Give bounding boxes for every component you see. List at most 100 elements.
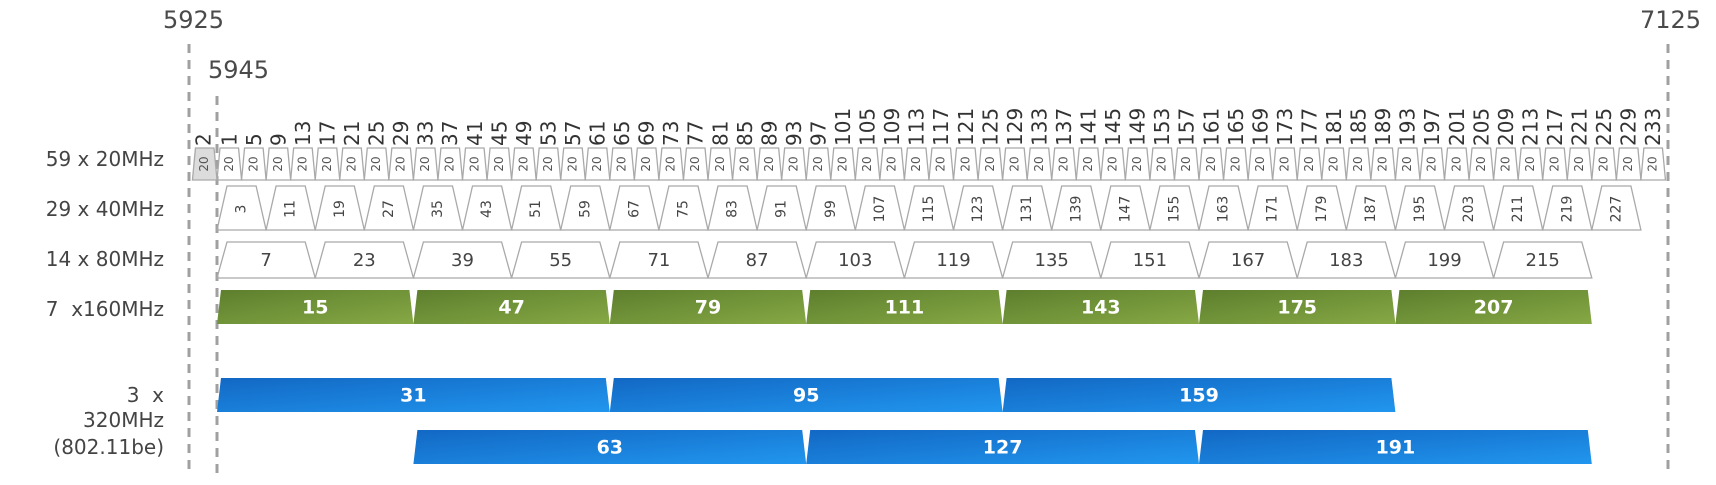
channel-40mhz-35-label: 35 — [430, 200, 446, 218]
channel-40mhz-107-label: 107 — [872, 196, 888, 223]
channel-20mhz-2-number: 2 — [192, 133, 216, 146]
channels-320mhz-row-b: 63 127 191 — [413, 430, 1592, 464]
channel-80mhz-135-label: 135 — [1035, 250, 1069, 271]
channel-320mhz-159-label: 159 — [1179, 385, 1219, 407]
channel-20mhz-193-width-label: 20 — [1400, 156, 1414, 171]
channel-20mhz-217-width-label: 20 — [1547, 156, 1561, 171]
channel-20mhz-121-number: 121 — [954, 108, 978, 146]
channel-20mhz-169-number: 169 — [1248, 108, 1272, 146]
channel-80mhz-7-label: 7 — [260, 250, 271, 271]
channel-40mhz-11-label: 11 — [283, 200, 299, 218]
channel-20mhz-225-number: 225 — [1592, 108, 1616, 146]
channel-160mhz-79-block — [609, 290, 807, 324]
channel-160mhz-143-block — [1002, 290, 1199, 324]
channel-20mhz-45-number: 45 — [487, 121, 511, 146]
channel-20mhz-141-width-label: 20 — [1081, 156, 1095, 171]
channel-20mhz-53-number: 53 — [536, 121, 560, 146]
channel-320mhz-191-label: 191 — [1376, 437, 1416, 459]
channel-40mhz-227-label: 227 — [1608, 196, 1624, 223]
channel-40mhz-211-label: 211 — [1510, 196, 1526, 223]
channel-20mhz-121-width-label: 20 — [958, 156, 972, 171]
channel-20mhz-105-width-label: 20 — [860, 156, 874, 171]
channel-320mhz-159-block — [1002, 378, 1396, 412]
channel-20mhz-65-number: 65 — [610, 121, 634, 146]
channel-20mhz-189-number: 189 — [1371, 108, 1395, 146]
channel-40mhz-83-label: 83 — [725, 200, 741, 218]
channel-20mhz-81-width-label: 20 — [713, 156, 727, 171]
channel-20mhz-89-width-label: 20 — [762, 156, 776, 171]
channel-20mhz-49-width-label: 20 — [516, 156, 530, 171]
channel-80mhz-183-label: 183 — [1329, 250, 1363, 271]
channel-20mhz-5-width-label: 20 — [246, 156, 260, 171]
channel-160mhz-111-label: 111 — [885, 297, 925, 319]
channel-20mhz-97-width-label: 20 — [811, 156, 825, 171]
channel-80mhz-23-label: 23 — [353, 250, 376, 271]
channel-20mhz-229-width-label: 20 — [1621, 156, 1635, 171]
channel-20mhz-33-number: 33 — [414, 121, 438, 146]
channel-20mhz-125-width-label: 20 — [983, 156, 997, 171]
channel-20mhz-53-width-label: 20 — [541, 156, 555, 171]
channel-20mhz-65-width-label: 20 — [615, 156, 629, 171]
band-end-label: 7125 — [1640, 6, 1701, 34]
channel-20mhz-133-width-label: 20 — [1032, 156, 1046, 171]
channel-40mhz-123-label: 123 — [970, 196, 986, 223]
channel-40mhz-187-label: 187 — [1363, 196, 1379, 223]
channel-80mhz-71-label: 71 — [647, 250, 670, 271]
channel-20mhz-45-width-label: 20 — [492, 156, 506, 171]
channel-80mhz-87-label: 87 — [746, 250, 769, 271]
channel-20mhz-213-number: 213 — [1518, 108, 1542, 146]
channel-160mhz-47-label: 47 — [498, 297, 524, 319]
channel-20mhz-61-number: 61 — [586, 121, 610, 146]
channel-40mhz-171-label: 171 — [1265, 196, 1281, 223]
channel-160mhz-111-block — [806, 290, 1003, 324]
channel-20mhz-1-number: 1 — [217, 133, 241, 146]
channel-20mhz-17-number: 17 — [315, 121, 339, 146]
channel-40mhz-19-label: 19 — [332, 200, 348, 218]
channel-20mhz-13-number: 13 — [291, 121, 315, 146]
channel-20mhz-17-width-label: 20 — [320, 156, 334, 171]
channel-320mhz-63-label: 63 — [597, 437, 623, 459]
channel-20mhz-189-width-label: 20 — [1376, 156, 1390, 171]
channel-20mhz-133-number: 133 — [1027, 108, 1051, 146]
channel-20mhz-205-width-label: 20 — [1474, 156, 1488, 171]
channel-20mhz-1-width-label: 20 — [222, 156, 236, 171]
channel-20mhz-89-number: 89 — [757, 121, 781, 146]
channel-20mhz-41-number: 41 — [463, 121, 487, 146]
channel-20mhz-25-width-label: 20 — [369, 156, 383, 171]
channel-20mhz-197-number: 197 — [1420, 108, 1444, 146]
channel-20mhz-149-width-label: 20 — [1130, 156, 1144, 171]
channel-20mhz-197-width-label: 20 — [1425, 156, 1439, 171]
channel-20mhz-145-number: 145 — [1101, 108, 1125, 146]
channel-20mhz-149-number: 149 — [1126, 108, 1150, 146]
channel-20mhz-157-width-label: 20 — [1179, 156, 1193, 171]
channel-20mhz-233-number: 233 — [1641, 108, 1665, 146]
channel-20mhz-209-number: 209 — [1494, 108, 1518, 146]
channel-80mhz-199-label: 199 — [1427, 250, 1461, 271]
row-label-320mhz-standard: (802.11be) — [53, 435, 164, 459]
channel-320mhz-95-block — [609, 378, 1003, 412]
channel-320mhz-63-block — [413, 430, 807, 464]
channel-20mhz-21-number: 21 — [340, 121, 364, 146]
channel-80mhz-55-label: 55 — [549, 250, 572, 271]
channel-40mhz-155-label: 155 — [1166, 196, 1182, 223]
channel-20mhz-69-width-label: 20 — [639, 156, 653, 171]
channel-40mhz-139-label: 139 — [1068, 196, 1084, 223]
channel-20mhz-37-number: 37 — [438, 121, 462, 146]
channel-20mhz-93-width-label: 20 — [786, 156, 800, 171]
channel-160mhz-207-block — [1395, 290, 1592, 324]
channel-20mhz-85-width-label: 20 — [737, 156, 751, 171]
channel-320mhz-127-block — [806, 430, 1199, 464]
channel-20mhz-205-number: 205 — [1469, 108, 1493, 146]
channel-20mhz-181-number: 181 — [1322, 108, 1346, 146]
channel-20mhz-173-width-label: 20 — [1277, 156, 1291, 171]
channel-40mhz-163-label: 163 — [1216, 196, 1232, 223]
channel-160mhz-175-label: 175 — [1277, 297, 1317, 319]
channel-20mhz-221-number: 221 — [1568, 108, 1592, 146]
channel-320mhz-95-label: 95 — [793, 385, 819, 407]
channel-20mhz-117-number: 117 — [929, 108, 953, 146]
channel-20mhz-217-number: 217 — [1543, 108, 1567, 146]
channel-20mhz-129-number: 129 — [1003, 108, 1027, 146]
channel-40mhz-115-label: 115 — [921, 196, 937, 223]
channel-20mhz-85-number: 85 — [733, 121, 757, 146]
